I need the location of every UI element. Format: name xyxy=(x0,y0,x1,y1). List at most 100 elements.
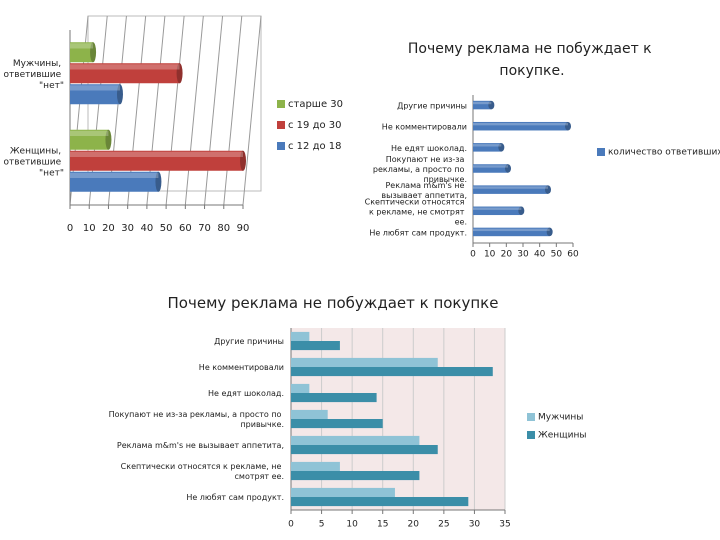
bar xyxy=(70,42,97,63)
bar-body xyxy=(70,84,120,105)
y-tick-label: Реклама m&m's не вызывает аппетита, xyxy=(117,441,284,450)
bar xyxy=(291,409,328,419)
bar xyxy=(291,461,340,471)
x-tick-label: 70 xyxy=(198,223,211,234)
bar-body xyxy=(473,227,550,237)
bar xyxy=(291,341,340,351)
bar-highlight xyxy=(473,186,548,189)
x-tick-label: 35 xyxy=(499,520,510,530)
bar xyxy=(473,143,505,152)
bar-highlight xyxy=(473,165,508,168)
bar xyxy=(291,435,420,445)
bar xyxy=(291,497,469,507)
bar-body xyxy=(291,367,493,377)
bar-body xyxy=(70,150,243,171)
y-tick-label: Покупают не из-за рекламы, а просто по п… xyxy=(109,410,284,429)
grid-line xyxy=(223,15,243,206)
bar xyxy=(291,357,438,367)
bar-highlight xyxy=(70,130,109,136)
grid-line xyxy=(184,15,204,206)
bar xyxy=(291,471,420,481)
bar-end xyxy=(90,42,97,63)
y-tick-label: Скептически относятся к рекламе, не смот… xyxy=(365,197,467,226)
bar xyxy=(473,164,511,173)
y-tick-label: Женщины, ответившие "нет" xyxy=(4,146,64,178)
bar-body xyxy=(291,393,377,403)
chart-title: Почему реклама не побуждает к покупке. xyxy=(408,41,656,79)
x-tick-label: 60 xyxy=(179,223,192,234)
bar-end xyxy=(545,185,551,194)
bar xyxy=(70,150,246,171)
x-tick-label: 40 xyxy=(141,223,154,234)
y-tick-label: Не любят сам продукт. xyxy=(369,228,467,237)
legend-label: количество ответивших xyxy=(608,148,720,158)
bar-highlight xyxy=(473,144,502,147)
y-tick-label: Скептически относятся к рекламе, не смот… xyxy=(121,462,284,481)
bar xyxy=(291,419,383,429)
bar-body xyxy=(473,121,568,131)
bar-body xyxy=(291,419,383,429)
legend-swatch xyxy=(527,413,535,421)
bar-end xyxy=(505,164,511,173)
y-tick-label: Покупают не из-за рекламы, а просто по п… xyxy=(373,155,467,184)
bar-highlight xyxy=(70,43,94,49)
legend-label: с 12 до 18 xyxy=(288,141,342,152)
x-tick-label: 30 xyxy=(517,250,529,260)
bar-body xyxy=(291,461,340,471)
y-tick-label: Не комментировали xyxy=(199,363,284,372)
bar-body xyxy=(70,129,109,150)
x-tick-label: 0 xyxy=(67,223,73,234)
x-tick-label: 60 xyxy=(567,250,579,260)
bar xyxy=(473,227,553,237)
bar-highlight xyxy=(473,207,522,210)
bar-body xyxy=(291,471,420,481)
legend-swatch xyxy=(277,121,285,129)
bar xyxy=(291,487,395,497)
bar-end xyxy=(155,171,162,192)
bar-highlight xyxy=(70,64,180,70)
legend-label: Мужчины xyxy=(538,413,583,423)
x-tick-label: 80 xyxy=(217,223,230,234)
bar-highlight xyxy=(70,151,243,157)
y-tick-label: Не комментировали xyxy=(382,122,467,131)
bar xyxy=(291,445,438,455)
bar-end xyxy=(116,84,123,105)
bar-highlight xyxy=(473,122,568,126)
x-tick-label: 10 xyxy=(346,520,358,530)
bar xyxy=(291,393,377,403)
legend-label: с 19 до 30 xyxy=(288,120,342,131)
bar-body xyxy=(291,435,420,445)
bar-body xyxy=(291,445,438,455)
bar-highlight xyxy=(70,85,120,91)
bar-body xyxy=(70,171,159,192)
bar-body xyxy=(473,100,492,110)
x-tick-label: 20 xyxy=(102,223,115,234)
y-tick-label: Не едят шоколад. xyxy=(208,389,284,398)
bar xyxy=(70,84,123,105)
bar-body xyxy=(291,409,328,419)
bar-body xyxy=(291,331,310,341)
legend-label: старше 30 xyxy=(288,99,343,110)
bar-body xyxy=(291,497,469,507)
bar-highlight xyxy=(473,101,492,105)
bar-body xyxy=(291,341,340,351)
x-tick-label: 90 xyxy=(237,223,250,234)
bar xyxy=(473,121,571,131)
bar-highlight xyxy=(70,172,159,178)
x-tick-label: 20 xyxy=(501,250,513,260)
y-tick-label: Другие причины xyxy=(397,101,467,110)
bar xyxy=(70,63,183,84)
bar-end xyxy=(488,100,495,110)
bar-body xyxy=(291,383,310,393)
x-tick-label: 10 xyxy=(83,223,96,234)
chart-title: Почему реклама не побуждает к покупке xyxy=(168,294,499,312)
x-tick-label: 30 xyxy=(469,520,481,530)
bar-body xyxy=(473,206,522,216)
legend-label: Женщины xyxy=(538,431,586,441)
bar-end xyxy=(240,150,246,171)
bar-body xyxy=(70,63,180,84)
x-tick-label: 0 xyxy=(470,250,476,260)
x-tick-label: 5 xyxy=(319,520,325,530)
y-tick-label: Другие причины xyxy=(214,337,284,346)
